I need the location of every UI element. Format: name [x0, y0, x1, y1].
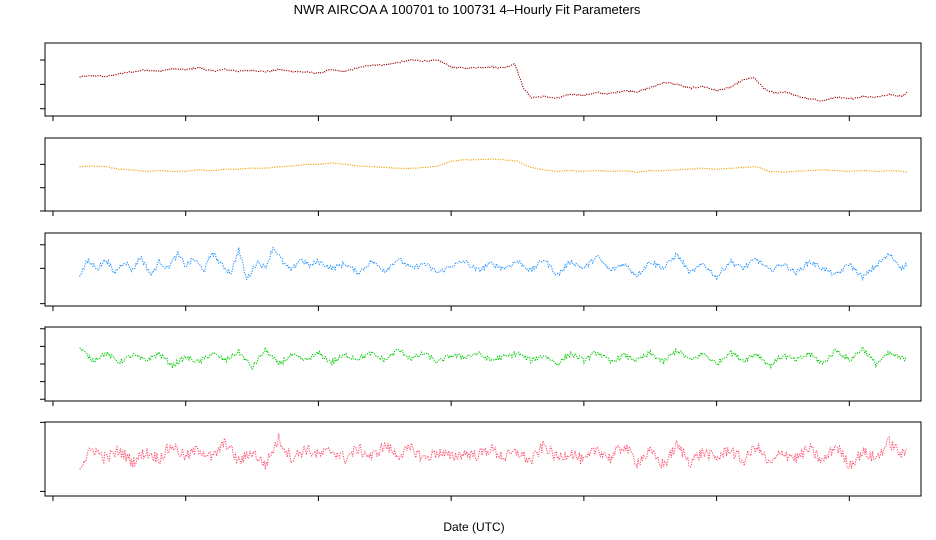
panel-1: [40, 42, 922, 121]
panels: [40, 42, 922, 501]
series-line: [79, 433, 908, 470]
series-line: [79, 246, 908, 281]
panel-2: [40, 137, 922, 216]
chart-title: NWR AIRCOA A 100701 to 100731 4–Hourly F…: [294, 2, 641, 17]
panel-frame: [44, 42, 922, 117]
series-line: [79, 158, 907, 174]
panel-frame: [44, 137, 922, 212]
panel-frame: [44, 421, 922, 497]
panel-frame: [44, 232, 922, 307]
panel-5: [40, 421, 922, 501]
series-line: [79, 345, 907, 371]
panel-3: [40, 232, 922, 311]
x-axis-label: Date (UTC): [443, 520, 504, 534]
panel-4: [40, 326, 922, 406]
panel-frame: [44, 326, 922, 402]
series-line: [79, 58, 908, 102]
